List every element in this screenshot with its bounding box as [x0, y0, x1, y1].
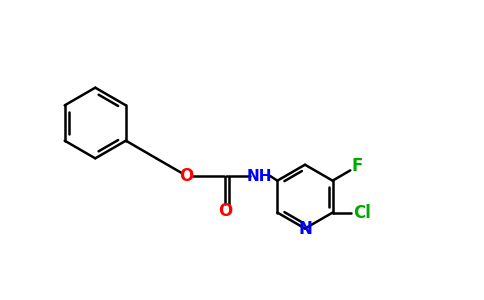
Text: O: O [180, 167, 194, 185]
Text: N: N [298, 220, 312, 238]
Text: F: F [351, 158, 363, 175]
Text: Cl: Cl [353, 204, 371, 222]
Text: O: O [218, 202, 232, 220]
Text: NH: NH [247, 169, 272, 184]
